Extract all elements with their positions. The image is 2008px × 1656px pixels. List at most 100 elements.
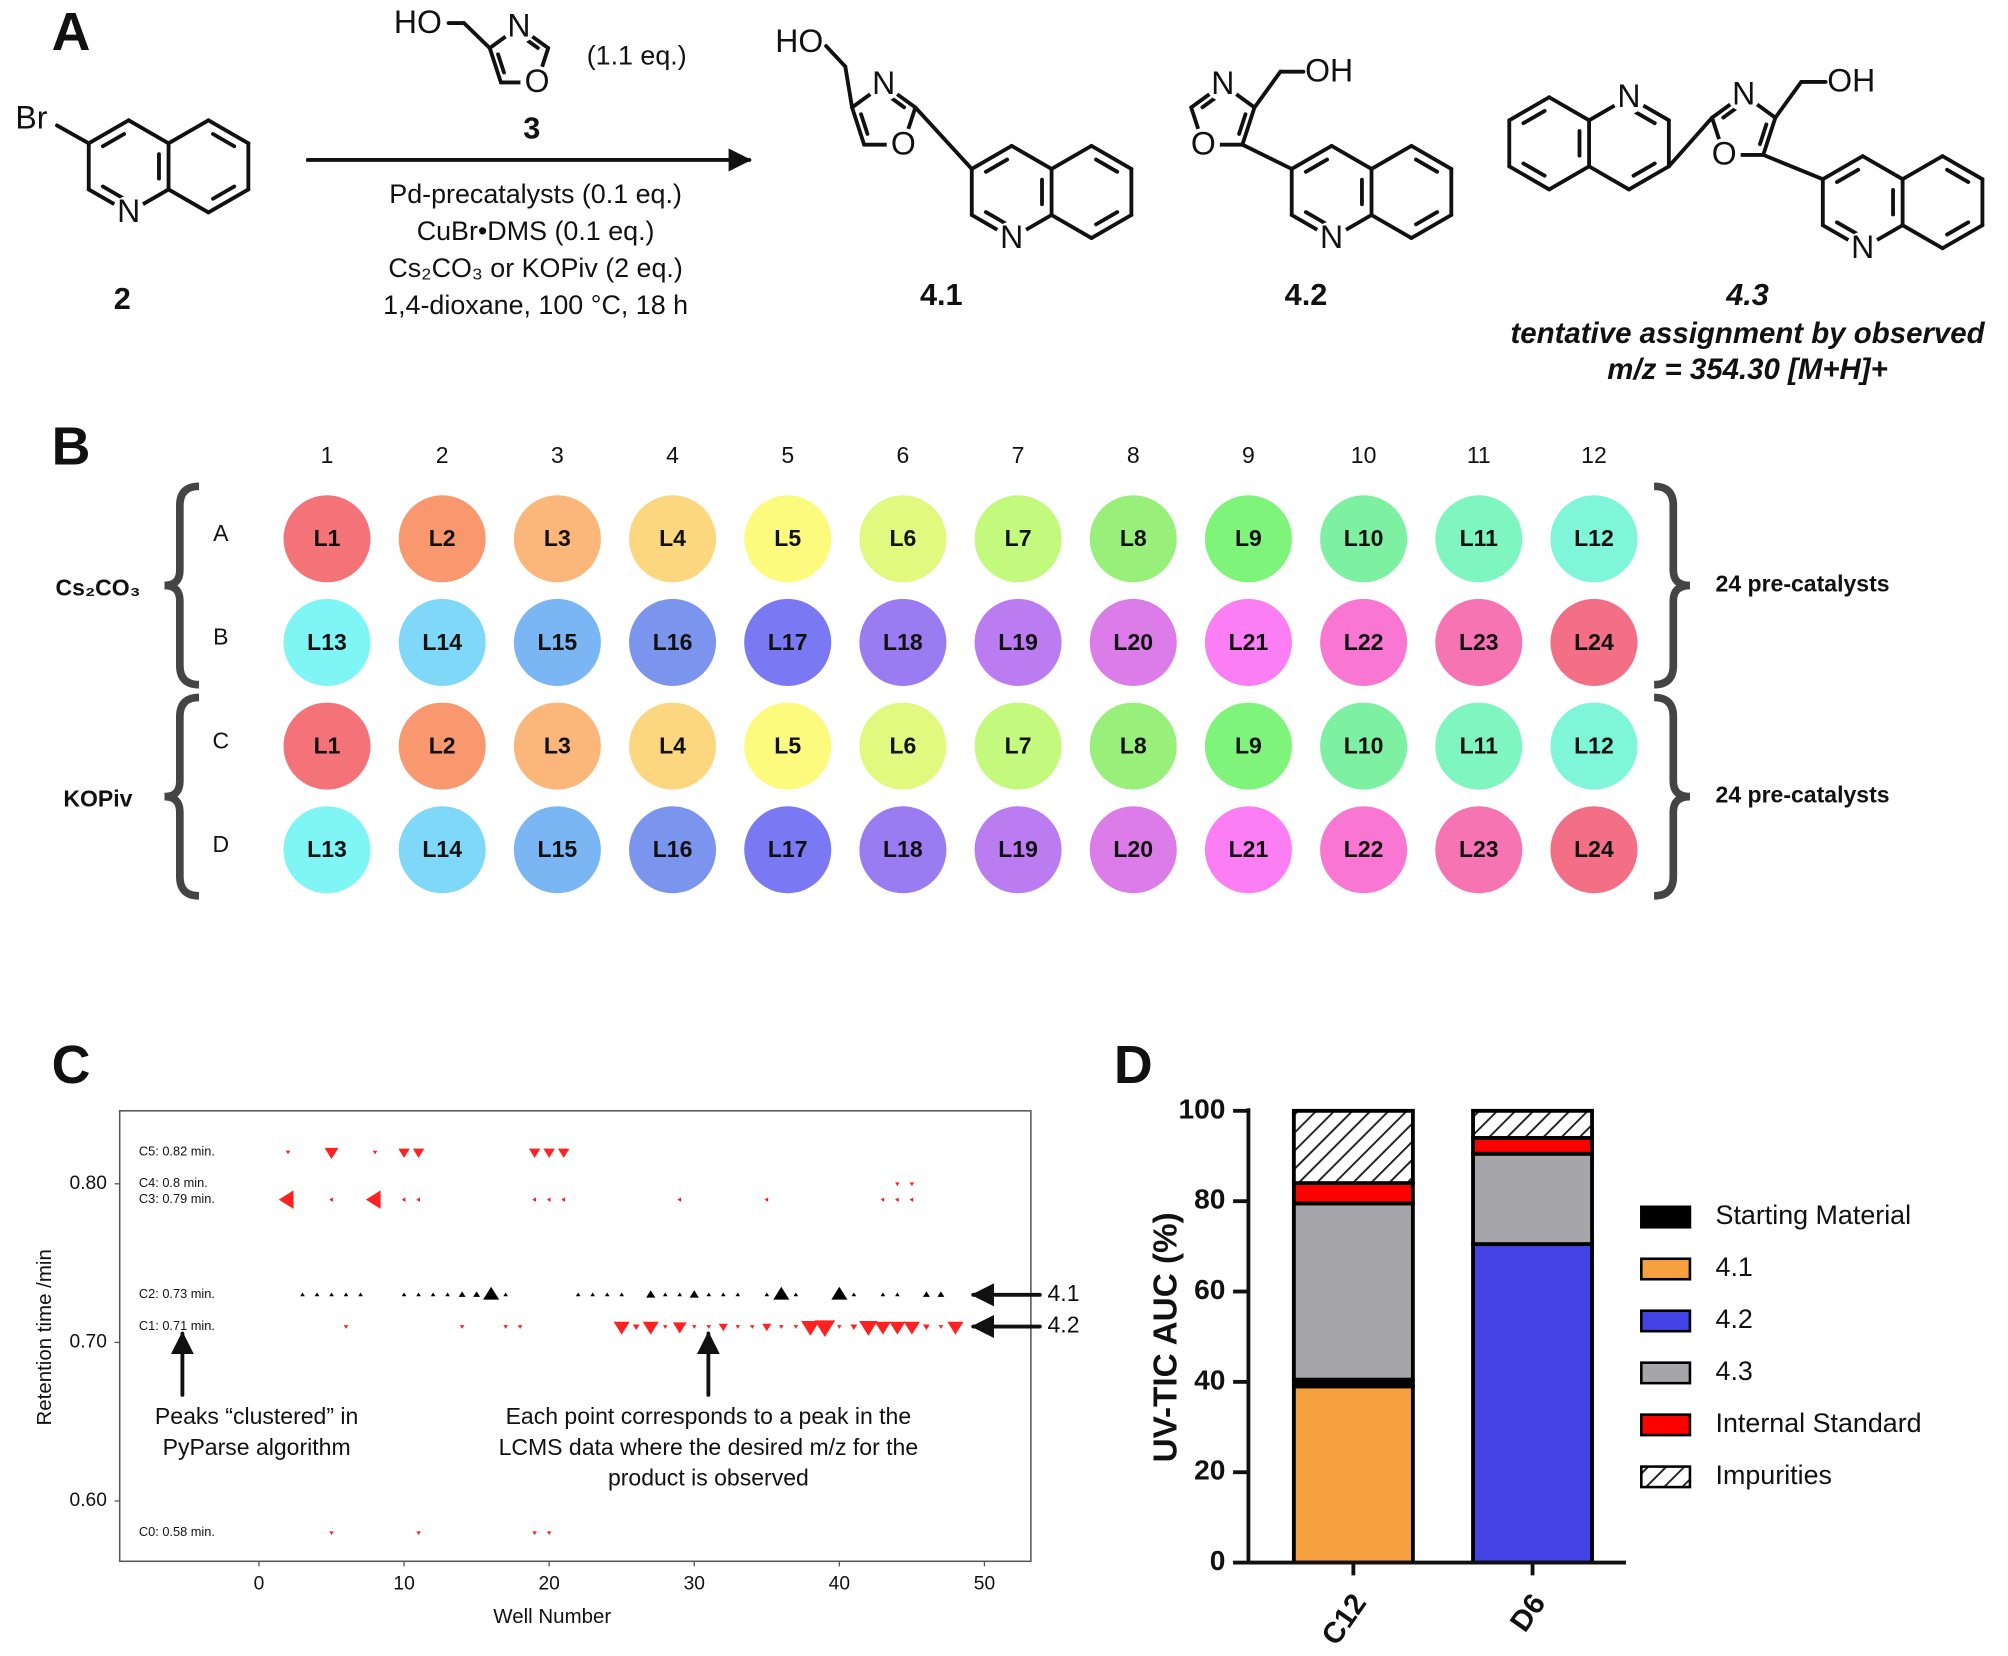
bond bbox=[1414, 157, 1440, 174]
peak-point bbox=[706, 1292, 712, 1297]
bond bbox=[1773, 79, 1804, 120]
peak-point bbox=[503, 1292, 508, 1297]
annotation: product is observed bbox=[608, 1464, 809, 1490]
peak-point bbox=[632, 1324, 640, 1331]
column-number: 11 bbox=[1467, 442, 1491, 468]
well bbox=[398, 702, 486, 790]
row-letter: C bbox=[212, 727, 229, 753]
well bbox=[629, 806, 717, 894]
compound-number: 2 bbox=[114, 281, 131, 316]
atom-mask bbox=[401, 6, 435, 40]
well-label: L19 bbox=[998, 836, 1038, 862]
column-number: 4 bbox=[666, 442, 679, 468]
bond bbox=[913, 105, 974, 171]
atom-label: N bbox=[1211, 65, 1234, 101]
well bbox=[1089, 702, 1177, 790]
well-label: L10 bbox=[1344, 732, 1384, 758]
bond bbox=[859, 112, 870, 136]
peak-point bbox=[922, 1324, 930, 1331]
bond bbox=[1940, 154, 1985, 182]
x-tick-label: 20 bbox=[538, 1573, 559, 1594]
well bbox=[513, 702, 601, 790]
well-label: L5 bbox=[774, 525, 801, 551]
x-tick-label: 50 bbox=[974, 1573, 995, 1594]
bond bbox=[211, 184, 237, 201]
bond bbox=[1631, 161, 1657, 178]
bond bbox=[1303, 157, 1329, 174]
annotation: LCMS data where the desired m/z for the bbox=[499, 1434, 919, 1460]
bond bbox=[1094, 157, 1120, 174]
legend-swatch bbox=[1640, 1465, 1692, 1489]
well-label: L14 bbox=[422, 629, 462, 655]
bond bbox=[206, 187, 251, 215]
annotation: PyParse algorithm bbox=[163, 1434, 351, 1460]
bond bbox=[462, 21, 492, 51]
atom-mask bbox=[14, 102, 49, 136]
well bbox=[283, 598, 371, 686]
peak-point bbox=[764, 1197, 769, 1202]
bond bbox=[1547, 95, 1591, 123]
bond bbox=[126, 118, 171, 146]
bond bbox=[1860, 154, 1905, 182]
peak-point bbox=[613, 1321, 630, 1335]
well bbox=[398, 598, 486, 686]
peak-point bbox=[749, 1325, 755, 1329]
compound-number: 4.3 bbox=[1725, 277, 1769, 312]
legend-swatch bbox=[1640, 1413, 1692, 1437]
peak-point bbox=[718, 1323, 728, 1332]
bond bbox=[1507, 95, 1552, 123]
bond bbox=[1369, 143, 1414, 171]
peak-point bbox=[483, 1286, 500, 1300]
well-label: L13 bbox=[307, 629, 347, 655]
legend-label: 4.3 bbox=[1716, 1356, 1753, 1386]
peak-point bbox=[773, 1286, 790, 1300]
bar-segment bbox=[1291, 1384, 1415, 1565]
well-label: L23 bbox=[1459, 836, 1499, 862]
bond bbox=[850, 105, 867, 147]
atom-label: OH bbox=[1827, 63, 1875, 99]
bar-segment bbox=[1471, 1108, 1594, 1140]
bond bbox=[166, 187, 211, 215]
well-label: L12 bbox=[1574, 732, 1614, 758]
atom-mask bbox=[1312, 55, 1346, 89]
well bbox=[1320, 806, 1408, 894]
well-label: L14 bbox=[422, 836, 462, 862]
y-tick-label: 80 bbox=[1194, 1184, 1225, 1215]
bond bbox=[1240, 105, 1257, 147]
peak-point bbox=[889, 1321, 906, 1335]
legend-swatch bbox=[1640, 1361, 1692, 1385]
bond bbox=[1252, 69, 1283, 110]
bond bbox=[1627, 164, 1671, 192]
peak-point bbox=[837, 1325, 842, 1329]
atom-mask bbox=[502, 10, 536, 44]
plot-frame bbox=[118, 1110, 1032, 1563]
well bbox=[1204, 806, 1292, 894]
atom-label: O bbox=[1712, 136, 1737, 172]
peak-point bbox=[365, 1190, 381, 1209]
column-number: 3 bbox=[551, 442, 564, 468]
peak-point bbox=[324, 1147, 339, 1159]
bond bbox=[824, 44, 848, 69]
peak-point bbox=[880, 1197, 885, 1202]
well bbox=[398, 495, 486, 583]
well-label: L24 bbox=[1574, 629, 1614, 655]
peak-point bbox=[646, 1290, 656, 1298]
well bbox=[1204, 598, 1292, 686]
peak-point bbox=[779, 1325, 784, 1329]
y-tick-label: 100 bbox=[1178, 1093, 1225, 1124]
peak-point bbox=[329, 1531, 334, 1536]
peak-point bbox=[706, 1325, 712, 1329]
well bbox=[1204, 702, 1292, 790]
column-number: 1 bbox=[321, 442, 334, 468]
atom-mask bbox=[1707, 138, 1741, 172]
well-label: L9 bbox=[1235, 525, 1262, 551]
group-note: 24 pre-catalysts bbox=[1716, 571, 1890, 597]
well-label: L15 bbox=[538, 629, 578, 655]
bar-segment bbox=[1291, 1181, 1415, 1206]
peak-point bbox=[677, 1197, 682, 1202]
well bbox=[398, 806, 486, 894]
x-tick-label: D6 bbox=[1504, 1588, 1553, 1638]
assignment-note: tentative assignment by observed bbox=[1510, 317, 1985, 350]
bond bbox=[1409, 213, 1454, 240]
atom-mask bbox=[1314, 221, 1349, 255]
